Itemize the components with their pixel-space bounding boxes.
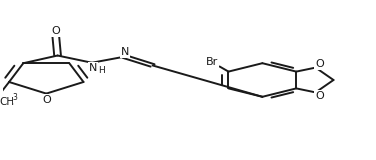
Text: O: O xyxy=(42,95,51,105)
Text: Br: Br xyxy=(206,57,218,67)
Text: N: N xyxy=(88,63,97,72)
Text: O: O xyxy=(315,59,324,69)
Text: O: O xyxy=(315,91,324,101)
Text: N: N xyxy=(121,47,129,57)
Text: H: H xyxy=(98,66,105,75)
Text: O: O xyxy=(52,26,60,36)
Text: 3: 3 xyxy=(13,93,18,102)
Text: CH: CH xyxy=(0,97,14,108)
